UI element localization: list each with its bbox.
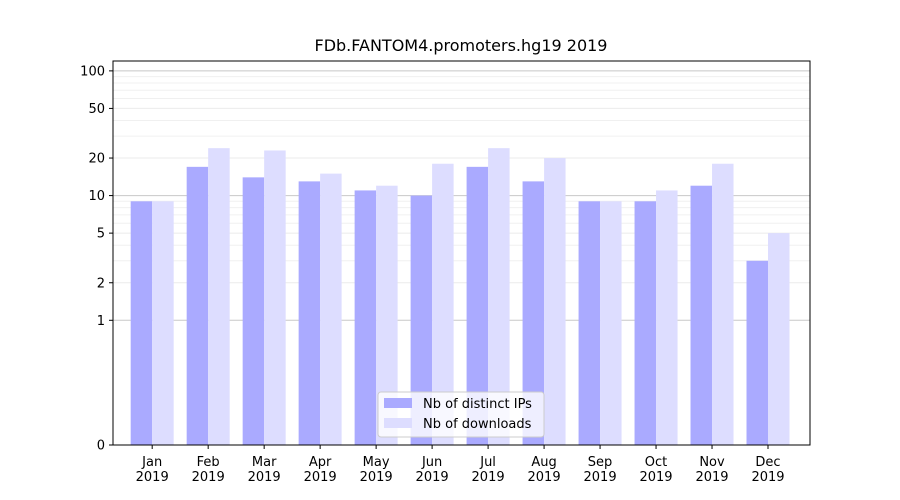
chart-title: FDb.FANTOM4.promoters.hg19 2019 — [315, 36, 608, 55]
x-tick-label: Aug 2019 — [528, 455, 561, 485]
y-tick-label: 20 — [88, 152, 105, 167]
bar-ips — [690, 185, 713, 445]
bar-downloads — [152, 201, 174, 445]
legend-label: Nb of distinct IPs — [423, 397, 532, 412]
x-tick-label: Feb 2019 — [192, 455, 225, 485]
y-tick-label: 2 — [97, 276, 105, 291]
x-tick-label: Jun 2019 — [416, 455, 449, 485]
bar-ips — [634, 201, 657, 445]
bar-ips — [746, 260, 769, 445]
y-tick-label: 10 — [88, 189, 105, 204]
x-tick-label: Apr 2019 — [304, 455, 337, 485]
bar-ips — [522, 181, 545, 445]
x-tick-label: Mar 2019 — [248, 455, 281, 485]
bar-downloads — [488, 148, 510, 445]
bar-downloads — [264, 150, 286, 445]
y-tick-label: 100 — [80, 64, 105, 79]
x-tick-label: Jul 2019 — [472, 455, 505, 485]
x-tick-label: May 2019 — [360, 455, 393, 485]
legend-label: Nb of downloads — [423, 417, 532, 432]
x-tick-label: Nov 2019 — [695, 455, 728, 485]
bar-downloads — [320, 173, 342, 445]
bar-downloads — [768, 233, 790, 445]
axis-layer: 0 1 2 5 10 20 50 100 Jan 2019 Feb 2019 Mar 2019 Apr 201… — [80, 60, 811, 485]
bar-ips — [242, 177, 265, 445]
bar-ips — [186, 166, 209, 445]
legend: Nb of distinct IPs Nb of downloads — [377, 391, 545, 438]
bar-ips — [130, 201, 153, 445]
bar-ips — [354, 190, 377, 445]
legend-swatch — [384, 418, 412, 428]
bar-ips — [298, 181, 321, 445]
y-tick-label: 50 — [88, 102, 105, 117]
legend-box — [377, 391, 545, 438]
x-tick-label: Dec 2019 — [751, 455, 784, 485]
bar-ips — [578, 201, 601, 445]
bar-downloads — [600, 201, 622, 445]
x-tick-label: Oct 2019 — [639, 455, 672, 485]
bar-downloads — [544, 158, 566, 445]
legend-swatch — [384, 398, 412, 408]
x-tick-label: Jan 2019 — [136, 455, 169, 485]
y-tick-label: 1 — [97, 314, 105, 329]
bar-downloads — [712, 163, 734, 445]
plot-frame — [112, 60, 811, 446]
bar-downloads — [656, 190, 678, 445]
bar-ips — [466, 166, 489, 445]
bar-layer — [130, 148, 790, 445]
bar-downloads — [376, 185, 398, 445]
y-tick-label: 5 — [97, 227, 105, 242]
x-tick-label: Sep 2019 — [584, 455, 617, 485]
bar-downloads — [208, 148, 230, 445]
y-tick-label: 0 — [97, 439, 105, 454]
bar-downloads — [432, 163, 454, 445]
bar-ips — [410, 195, 433, 445]
